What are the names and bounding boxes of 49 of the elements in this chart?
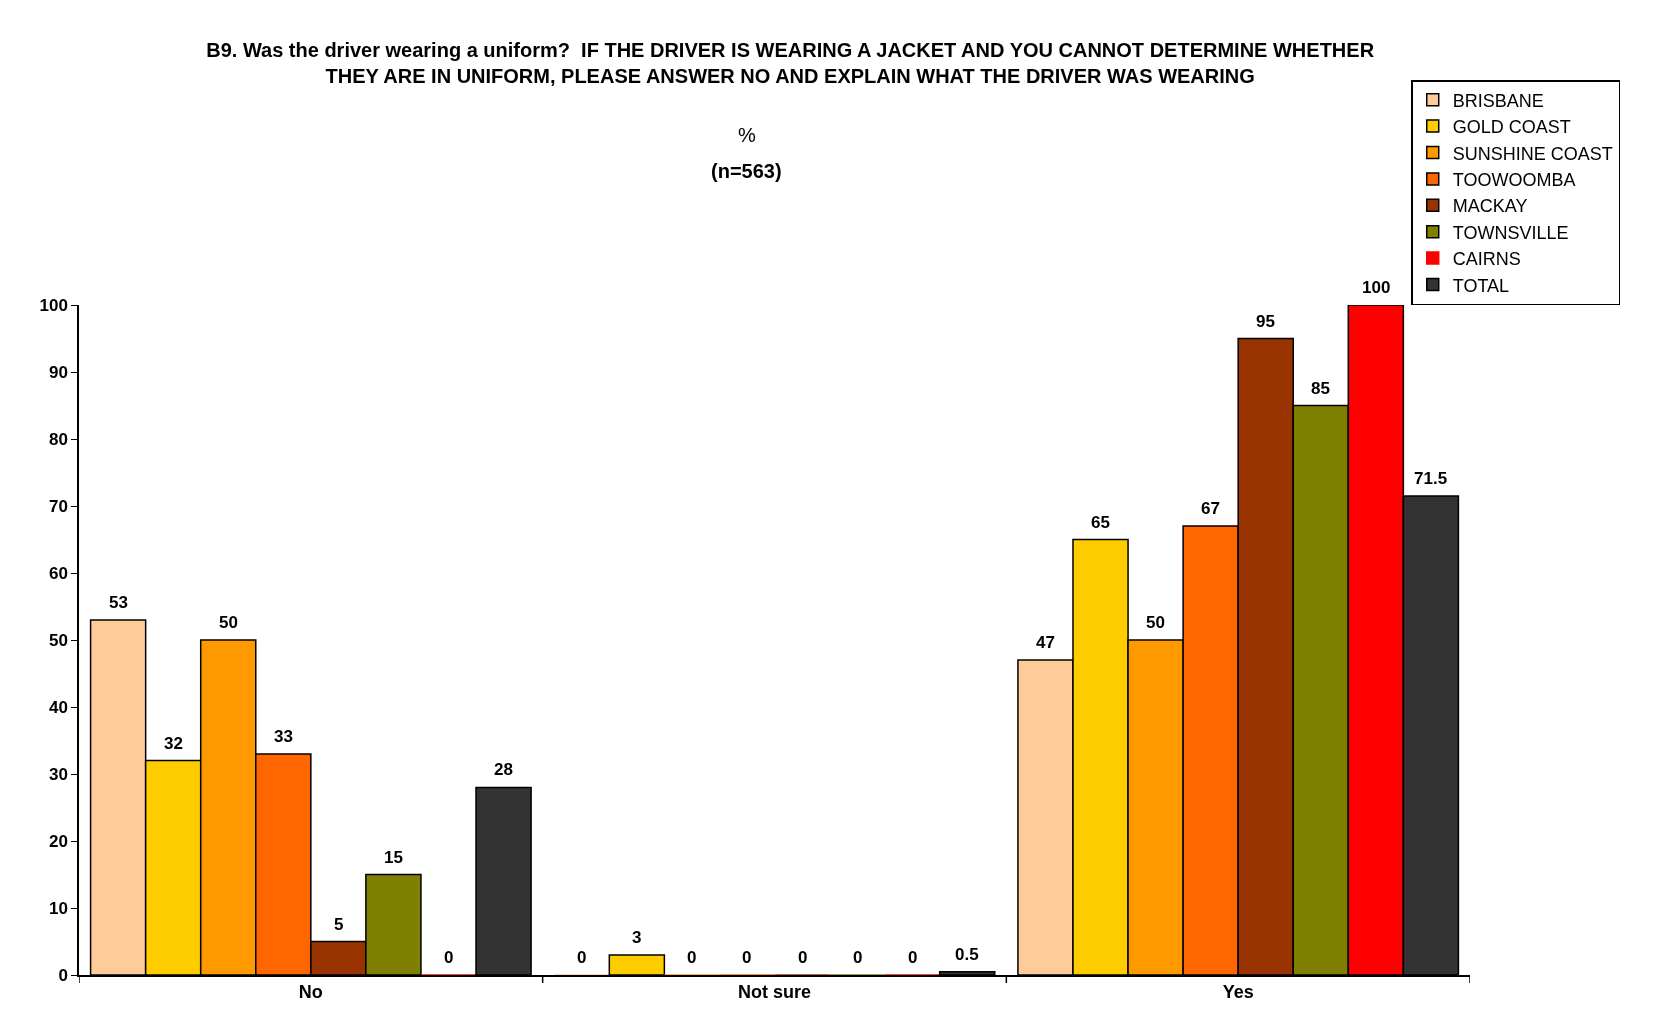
x-tick-label: Yes [1222, 982, 1254, 1003]
data-label: 65 [1091, 513, 1110, 532]
data-label: 0 [444, 948, 454, 967]
legend-label: BRISBANE [1452, 90, 1544, 111]
y-tick-label: 20 [48, 831, 68, 851]
data-label: 95 [1256, 312, 1275, 331]
y-tick-label: 70 [48, 496, 68, 516]
data-label: 0.5 [955, 945, 979, 964]
data-label: 0 [577, 948, 587, 967]
legend-label: GOLD COAST [1452, 117, 1571, 138]
chart-title: B9. Was the driver wearing a uniform? IF THE DRIVER IS WEARING A JACKET AND YOU CANNOT DETERMINE WHETHER THEY ARE IN UNIFORM, PLEASE ANSWER NO AND EXPLAIN WHAT THE DRIVER WAS WEARING [206, 38, 1375, 87]
data-label: 71.5 [1414, 469, 1448, 488]
legend-label: MACKAY [1452, 196, 1528, 217]
data-label: 100 [1362, 278, 1391, 297]
data-label: 0 [742, 948, 752, 967]
y-tick-label: 0 [58, 965, 68, 985]
x-tick-label: Not sure [737, 982, 812, 1003]
legend-label: TOOWOOMBA [1452, 169, 1576, 190]
data-label: 28 [494, 760, 513, 779]
y-tick-label: 60 [48, 563, 68, 583]
legend-label: CAIRNS [1452, 249, 1521, 270]
data-label: 47 [1036, 633, 1055, 652]
data-label: 3 [632, 928, 642, 947]
y-tick-label: 10 [48, 898, 68, 918]
data-label: 0 [798, 948, 808, 967]
x-tick-label: No [298, 982, 323, 1003]
legend-label: TOTAL [1452, 275, 1510, 296]
data-label: 32 [164, 734, 183, 753]
chart-subtitle: % [738, 124, 756, 146]
data-label: 53 [109, 593, 128, 612]
text: (n=563) [711, 160, 782, 182]
data-label: 0 [908, 948, 918, 967]
data-label: 67 [1201, 499, 1220, 518]
data-label: 50 [219, 613, 238, 632]
legend-label: SUNSHINE COAST [1452, 143, 1613, 164]
data-label: 0 [687, 948, 697, 967]
y-tick-label: 50 [48, 630, 68, 650]
data-label: 33 [274, 727, 293, 746]
data-label: 85 [1311, 379, 1330, 398]
y-tick-label: 80 [48, 429, 68, 449]
data-label: 5 [334, 915, 344, 934]
y-tick-label: 90 [48, 362, 68, 382]
data-label: 50 [1146, 613, 1165, 632]
data-label: 0 [853, 948, 863, 967]
y-tick-label: 30 [48, 764, 68, 784]
legend-label: TOWNSVILLE [1452, 222, 1569, 243]
data-label: 15 [384, 848, 403, 867]
y-tick-label: 40 [48, 697, 68, 717]
y-tick-label: 100 [39, 295, 68, 315]
